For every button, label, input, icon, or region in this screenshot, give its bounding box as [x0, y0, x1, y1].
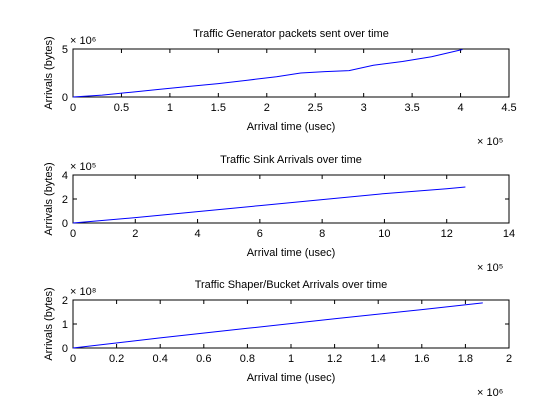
x-tick-label: 1: [288, 353, 294, 365]
y-axis-multiplier: × 10⁸: [70, 286, 96, 298]
x-tick-label: 8: [319, 228, 325, 240]
x-axis-label: Arrival time (usec): [247, 121, 336, 133]
y-axis-label: Arrivals (bytes): [43, 36, 55, 109]
series-line: [72, 49, 463, 98]
series-line: [72, 186, 466, 224]
y-tick-label: 0: [62, 343, 68, 355]
x-tick-label: 2: [506, 353, 512, 365]
chart-title: Traffic Generator packets sent over time: [193, 28, 389, 40]
x-tick-label: 1.6: [414, 353, 429, 365]
x-tick-label: 0.2: [109, 353, 124, 365]
x-tick-label: 0.8: [240, 353, 255, 365]
series-line: [72, 302, 483, 349]
y-axis-multiplier: × 10⁵: [70, 161, 96, 173]
y-tick-label: 5: [62, 44, 68, 56]
x-tick-label: 0.6: [196, 353, 211, 365]
subplot-2: 0 2 4 6 8 10 12 14 0 2 4 Traffic Sink Arrivals over…: [43, 154, 515, 274]
x-axis-multiplier: × 10⁵: [477, 136, 503, 148]
x-axis-label: Arrival time (usec): [247, 372, 336, 384]
y-axis-label: Arrivals (bytes): [43, 287, 55, 360]
subplot-3: 0 0.2 0.4 0.6 0.8 1 1.2 1.4 1.6 1.8 2 0 1 2 Traffic Sh…: [43, 279, 512, 399]
y-axis-multiplier: × 10⁶: [70, 35, 96, 47]
y-tick-label: 0: [62, 92, 68, 104]
x-tick-label: 0: [70, 353, 76, 365]
x-tick-label: 4: [457, 102, 463, 114]
y-tick-label: 2: [62, 295, 68, 307]
x-tick-label: 2: [132, 228, 138, 240]
x-tick-label: 2.5: [308, 102, 323, 114]
y-tick-label: 1: [62, 319, 68, 331]
x-tick-label: 2: [264, 102, 270, 114]
x-axis-label: Arrival time (usec): [247, 247, 336, 259]
x-tick-label: 0: [70, 102, 76, 114]
y-tick-label: 0: [62, 218, 68, 230]
x-tick-label: 3: [361, 102, 367, 114]
y-axis-label: Arrivals (bytes): [43, 162, 55, 235]
x-tick-label: 12: [441, 228, 453, 240]
x-tick-label: 0: [70, 228, 76, 240]
x-tick-label: 1.4: [371, 353, 386, 365]
y-tick-label: 2: [62, 194, 68, 206]
x-tick-label: 10: [378, 228, 390, 240]
x-tick-label: 3.5: [404, 102, 419, 114]
axes-box: [72, 48, 510, 98]
x-tick-label: 6: [257, 228, 263, 240]
x-tick-label: 4: [195, 228, 201, 240]
chart-title: Traffic Sink Arrivals over time: [220, 154, 362, 166]
y-tick-label: 4: [62, 170, 68, 182]
x-tick-label: 1.8: [458, 353, 473, 365]
x-tick-label: 1.5: [211, 102, 226, 114]
x-tick-label: 1.2: [327, 353, 342, 365]
x-tick-label: 0.4: [153, 353, 168, 365]
x-tick-label: 14: [503, 228, 515, 240]
x-axis-multiplier: × 10⁵: [477, 262, 503, 274]
x-tick-label: 1: [167, 102, 173, 114]
chart-title: Traffic Shaper/Bucket Arrivals over time: [195, 279, 388, 291]
subplot-1: 0 0.5 1 1.5 2 2.5 3 3.5 4 4.5 0 5 Traffic Generator …: [43, 28, 517, 148]
x-tick-label: 0.5: [114, 102, 129, 114]
x-tick-label: 4.5: [501, 102, 516, 114]
x-axis-multiplier: × 10⁶: [477, 387, 503, 399]
